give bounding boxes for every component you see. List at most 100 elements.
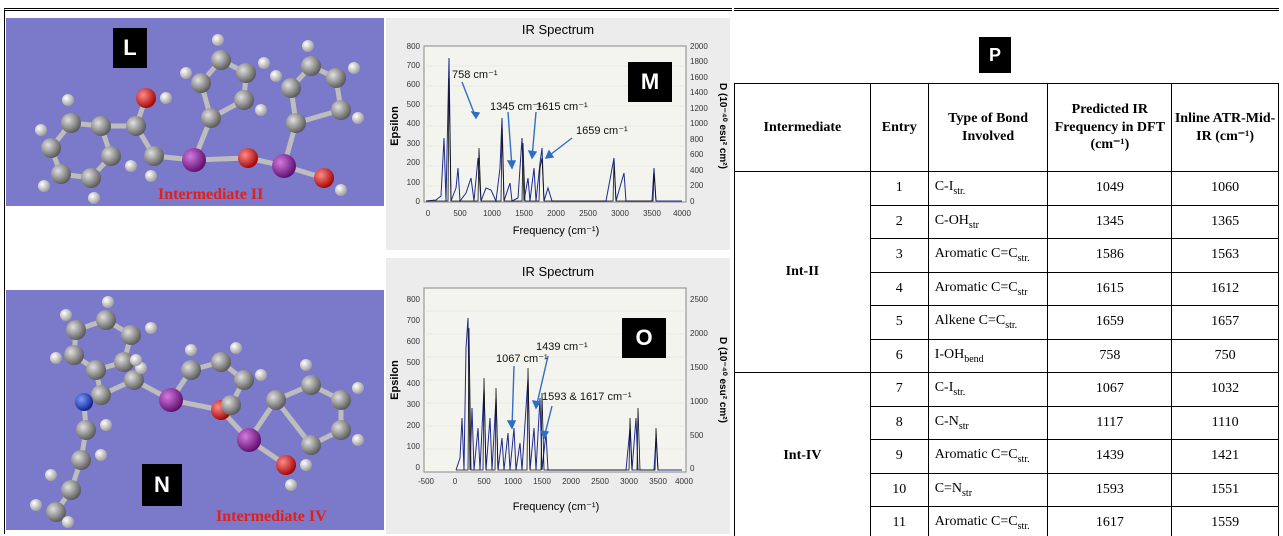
spectrum-trace-m-black bbox=[426, 77, 657, 202]
entry-cell: 9 bbox=[869, 439, 929, 474]
bond-type-subscript: str bbox=[1017, 286, 1028, 298]
xtick: 3500 bbox=[649, 477, 667, 486]
atr-frequency-cell: 1032 bbox=[1171, 372, 1279, 407]
bond-type-label: I-OH bbox=[934, 346, 965, 362]
atr-frequency-cell: 1612 bbox=[1171, 271, 1279, 306]
atr-frequency-cell: 750 bbox=[1171, 338, 1279, 373]
xtick: 500 bbox=[453, 209, 467, 218]
dft-frequency-cell: 1439 bbox=[1047, 439, 1173, 474]
bond-type-label: C=N bbox=[934, 480, 963, 496]
ytick-left: 100 bbox=[407, 178, 421, 187]
ytick-right: 400 bbox=[690, 166, 704, 175]
xtick: 1500 bbox=[533, 477, 551, 486]
ytick-left: 800 bbox=[407, 42, 421, 51]
table-row: 11 Aromatic C=Cstr. 1617 1559 bbox=[735, 506, 1279, 536]
ytick-left: 0 bbox=[416, 463, 421, 472]
xtick: 3000 bbox=[611, 209, 629, 218]
ytick-right: 0 bbox=[690, 197, 695, 206]
panel-label-o: O bbox=[622, 318, 666, 358]
atr-frequency-cell: 1365 bbox=[1171, 204, 1279, 239]
ylabel-left: Epsilon bbox=[389, 360, 401, 400]
ytick-left: 300 bbox=[407, 139, 421, 148]
spectrum-title: IR Spectrum bbox=[522, 264, 594, 279]
molecule-panel-intermediate-iv: Intermediate IV bbox=[6, 290, 384, 530]
bond-type-subscript: str. bbox=[1005, 320, 1018, 332]
bond-type-label: Aromatic C=C bbox=[934, 514, 1018, 530]
dft-frequency-cell: 1659 bbox=[1047, 305, 1173, 340]
molecule-panel-intermediate-ii: Intermediate II bbox=[6, 18, 384, 206]
caption-intermediate-iv: Intermediate IV bbox=[216, 508, 327, 525]
atr-frequency-cell: 1060 bbox=[1171, 171, 1279, 206]
table-row: 9 Aromatic C=Cstr. 1439 1421 bbox=[735, 439, 1279, 474]
panel-label-n: N bbox=[142, 464, 182, 506]
xtick: 1000 bbox=[483, 209, 501, 218]
molecule-model-intermediate-ii bbox=[35, 34, 364, 204]
ir-spectrum-intermediate-iv: IR Spectrum 800 700 600 500 400 300 200 … bbox=[386, 258, 730, 534]
xtick: 2500 bbox=[591, 477, 609, 486]
ytick-right: 1800 bbox=[690, 57, 708, 66]
ytick-right: 1200 bbox=[690, 104, 708, 113]
bond-type-subscript: str. bbox=[953, 387, 966, 399]
bond-type-label: Aromatic C=C bbox=[934, 447, 1018, 463]
entry-cell: 6 bbox=[869, 338, 929, 373]
ytick-right: 1000 bbox=[690, 397, 708, 406]
dft-frequency-cell: 758 bbox=[1047, 338, 1173, 373]
bond-type-subscript: str. bbox=[1017, 454, 1030, 466]
bond-type-label: C-OH bbox=[934, 212, 969, 228]
xtick: 500 bbox=[477, 477, 491, 486]
entry-cell: 3 bbox=[869, 238, 929, 273]
bond-type-label: C-N bbox=[934, 413, 959, 429]
bond-type-cell: I-OHbend bbox=[927, 338, 1049, 373]
xtick: 3000 bbox=[620, 477, 638, 486]
entry-cell: 5 bbox=[869, 305, 929, 340]
xtick: 1500 bbox=[515, 209, 533, 218]
annotation-1659: 1659 cm⁻¹ bbox=[576, 125, 628, 137]
bond-type-label: C-I bbox=[934, 380, 954, 396]
entry-cell: 11 bbox=[869, 506, 929, 536]
ir-spectrum-intermediate-ii: IR Spectrum 800 700 600 500 400 300 200 … bbox=[386, 18, 730, 250]
xtick: 0 bbox=[453, 477, 458, 486]
bond-type-label: Alkene C=C bbox=[934, 313, 1006, 329]
header-dft-frequency: Predicted IR Frequency in DFT (cm⁻¹) bbox=[1047, 83, 1173, 172]
ytick-left: 500 bbox=[407, 100, 421, 109]
ytick-left: 0 bbox=[416, 197, 421, 206]
ytick-right: 1600 bbox=[690, 73, 708, 82]
ytick-right: 2000 bbox=[690, 329, 708, 338]
table-body: Int-II 1 C-Istr. 1049 1060 2 C-OHstr 1345 1365 3 A… bbox=[734, 171, 1279, 536]
annotation-758: 758 cm⁻¹ bbox=[452, 69, 498, 81]
atr-frequency-cell: 1551 bbox=[1171, 472, 1279, 507]
bond-type-subscript: str. bbox=[1017, 253, 1030, 265]
molecule-model-intermediate-iv bbox=[30, 296, 364, 528]
ytick-right: 1400 bbox=[690, 88, 708, 97]
ytick-left: 300 bbox=[407, 400, 421, 409]
caption-intermediate-ii: Intermediate II bbox=[158, 186, 264, 203]
ytick-right: 800 bbox=[690, 135, 704, 144]
intermediate-group-cell: Int-IV bbox=[734, 372, 871, 536]
ytick-left: 800 bbox=[407, 295, 421, 304]
ytick-right: 2500 bbox=[690, 295, 708, 304]
header-intermediate: Intermediate bbox=[734, 83, 871, 172]
bond-type-label: Aromatic C=C bbox=[934, 246, 1018, 262]
annotation-1439: 1439 cm⁻¹ bbox=[536, 341, 588, 353]
atr-frequency-cell: 1563 bbox=[1171, 238, 1279, 273]
annotation-1345: 1345 cm⁻¹ bbox=[490, 101, 542, 113]
xlabel: Frequency (cm⁻¹) bbox=[513, 501, 600, 513]
table-header-row: Intermediate Entry Type of Bond Involved… bbox=[734, 83, 1279, 172]
xtick: 2000 bbox=[547, 209, 565, 218]
atr-frequency-cell: 1657 bbox=[1171, 305, 1279, 340]
ylabel-right: D (10⁻⁴⁰ esu² cm²) bbox=[717, 337, 728, 423]
xtick: -500 bbox=[418, 477, 435, 486]
atr-frequency-cell: 1559 bbox=[1171, 506, 1279, 536]
ir-frequency-table: Intermediate Entry Type of Bond Involved… bbox=[734, 83, 1279, 536]
spectrum-title: IR Spectrum bbox=[522, 22, 594, 37]
bond-type-subscript: str bbox=[958, 420, 969, 432]
xtick: 2500 bbox=[579, 209, 597, 218]
dft-frequency-cell: 1593 bbox=[1047, 472, 1173, 507]
table-row: 6 I-OHbend 758 750 bbox=[735, 338, 1279, 373]
bond-type-subscript: bend bbox=[964, 353, 984, 365]
dft-frequency-cell: 1615 bbox=[1047, 271, 1173, 306]
header-entry: Entry bbox=[869, 83, 929, 172]
bond-type-cell: C-Istr. bbox=[927, 171, 1049, 206]
xtick: 1000 bbox=[504, 477, 522, 486]
annotation-1593-1617: 1593 & 1617 cm⁻¹ bbox=[542, 391, 632, 403]
